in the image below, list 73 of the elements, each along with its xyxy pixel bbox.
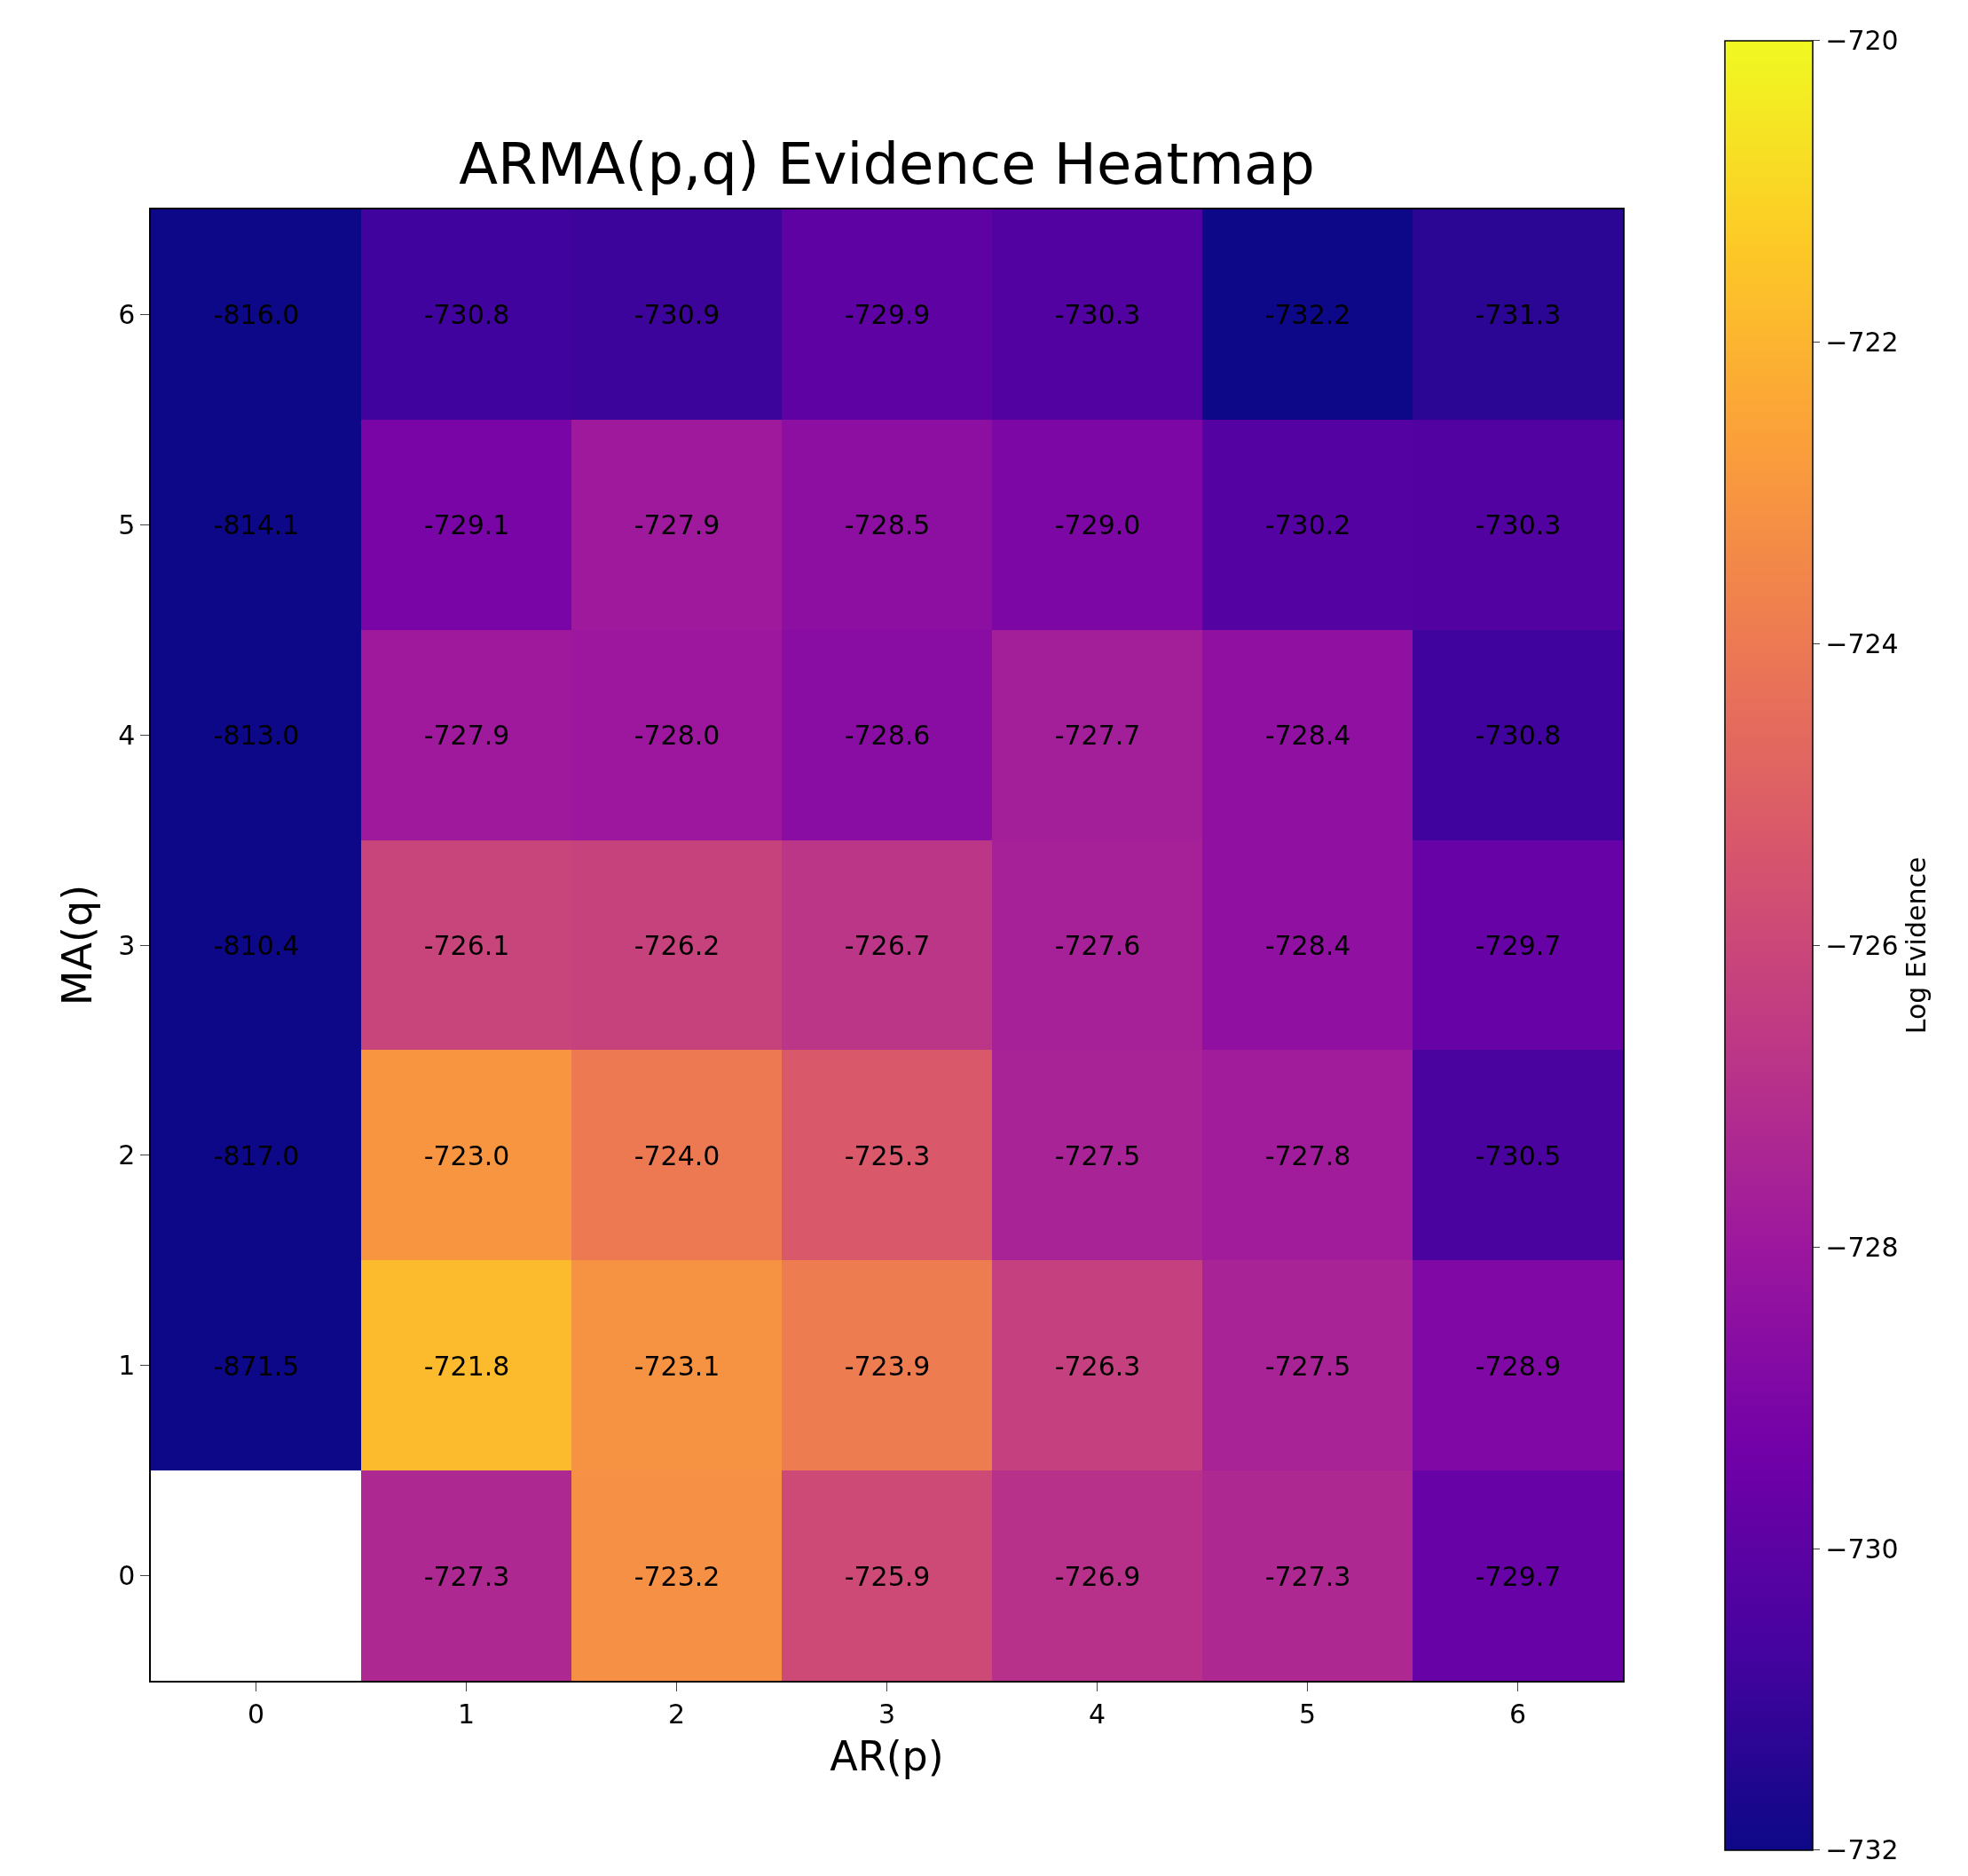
y-tick-label: 0 [118, 1560, 136, 1592]
y-tick-label: 6 [118, 298, 136, 330]
data-label: -871.5 [213, 1350, 300, 1382]
color-bar-label: −724 [1825, 628, 1899, 660]
data-label: -730.8 [1475, 719, 1562, 751]
data-label: -727.7 [1054, 719, 1141, 751]
data-label: -727.3 [423, 1560, 510, 1592]
data-label: -730.8 [423, 298, 510, 330]
data-label: -728.6 [844, 719, 931, 751]
y-tick-label: 3 [118, 929, 136, 961]
y-tick-label: 5 [118, 508, 136, 540]
x-tick-label: 4 [1088, 1698, 1106, 1730]
data-label: -816.0 [213, 298, 300, 330]
data-label: -730.2 [1264, 508, 1351, 540]
y-axis-title: MA(q) [53, 884, 102, 1006]
data-label: -727.9 [423, 719, 510, 751]
data-label: -729.7 [1475, 929, 1562, 961]
data-label: -817.0 [213, 1139, 300, 1171]
data-label: -726.2 [634, 929, 720, 961]
chart-title: ARMA(p,q) Evidence Heatmap [459, 131, 1315, 198]
data-label: -727.9 [634, 508, 720, 540]
data-label: -727.8 [1264, 1139, 1351, 1171]
y-tick-label: 4 [118, 719, 136, 751]
data-label: -723.0 [423, 1139, 510, 1171]
x-tick-label: 0 [247, 1698, 265, 1730]
data-label: -728.4 [1264, 719, 1351, 751]
data-label: -729.1 [423, 508, 510, 540]
data-label: -728.5 [844, 508, 931, 540]
data-label: -726.3 [1054, 1350, 1141, 1382]
data-label: -726.9 [1054, 1560, 1141, 1592]
data-label: -732.2 [1264, 298, 1351, 330]
data-label: -727.3 [1264, 1560, 1351, 1592]
x-tick-label: 2 [667, 1698, 686, 1730]
color-bar-label: −730 [1825, 1533, 1899, 1565]
data-label: -727.5 [1054, 1139, 1141, 1171]
y-tick-label: 1 [118, 1350, 136, 1382]
data-label: -727.6 [1054, 929, 1141, 961]
data-label: -730.3 [1054, 298, 1141, 330]
data-label: -729.7 [1475, 1560, 1562, 1592]
data-label: -723.1 [634, 1350, 720, 1382]
data-label: -813.0 [213, 719, 300, 751]
color-bar-title: Log Evidence [1900, 856, 1932, 1035]
color-bar-label: −732 [1825, 1834, 1899, 1866]
color-bar-label: −722 [1825, 327, 1899, 359]
x-axis-title: AR(p) [830, 1731, 944, 1780]
data-label: -721.8 [423, 1350, 510, 1382]
x-tick-label: 5 [1298, 1698, 1317, 1730]
x-tick-label: 3 [878, 1698, 896, 1730]
y-tick-label: 2 [118, 1139, 136, 1171]
x-tick-label: 6 [1508, 1698, 1527, 1730]
data-label: -729.0 [1054, 508, 1141, 540]
data-label: -728.9 [1475, 1350, 1562, 1382]
data-label: -723.9 [844, 1350, 931, 1382]
color-bar-label: −720 [1825, 25, 1899, 57]
data-label: -731.3 [1475, 298, 1562, 330]
data-label: -726.1 [423, 929, 510, 961]
color-bar-label: −728 [1825, 1231, 1899, 1263]
data-label: -814.1 [213, 508, 300, 540]
data-label: -724.0 [634, 1139, 720, 1171]
data-label: -729.9 [844, 298, 931, 330]
data-label: -730.3 [1475, 508, 1562, 540]
data-label: -725.3 [844, 1139, 931, 1171]
data-label: -730.9 [634, 298, 720, 330]
data-label: -728.0 [634, 719, 720, 751]
data-label: -723.2 [634, 1560, 720, 1592]
data-label: -728.4 [1264, 929, 1351, 961]
data-label: -730.5 [1475, 1139, 1562, 1171]
data-label: -725.9 [844, 1560, 931, 1592]
data-label: -727.5 [1264, 1350, 1351, 1382]
x-tick-label: 1 [457, 1698, 476, 1730]
color-bar-label: −726 [1825, 929, 1899, 961]
data-label: -810.4 [213, 929, 300, 961]
data-label: -726.7 [844, 929, 931, 961]
